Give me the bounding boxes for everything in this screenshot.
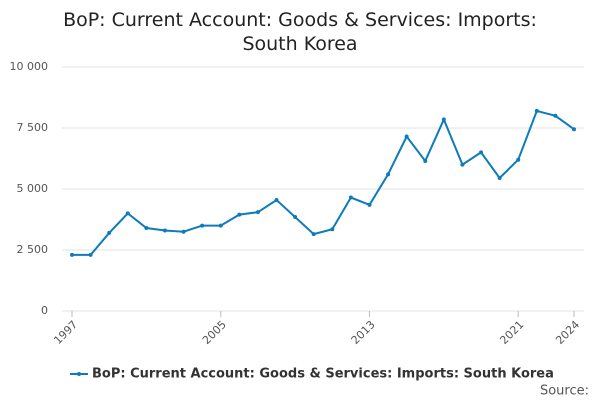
x-tick-label: 2013 — [349, 318, 378, 347]
point — [404, 134, 409, 139]
point — [125, 211, 130, 216]
point — [553, 113, 558, 118]
point — [441, 117, 446, 122]
x-tick-label: 2021 — [497, 318, 526, 347]
point — [88, 252, 93, 257]
point — [200, 223, 205, 228]
point — [572, 127, 576, 132]
point — [255, 210, 260, 215]
source-label: Source: — [540, 384, 589, 399]
point — [181, 229, 186, 234]
legend-label: BoP: Current Account: Goods & Services: … — [92, 367, 554, 382]
point — [274, 197, 279, 202]
point — [516, 157, 521, 162]
point — [330, 227, 335, 232]
point — [497, 176, 502, 181]
point — [348, 195, 353, 200]
point — [70, 252, 74, 257]
legend-swatch-dot — [77, 372, 81, 376]
point — [237, 212, 242, 217]
y-tick-label: 2 500 — [17, 243, 49, 256]
x-tick-label: 1997 — [51, 318, 80, 347]
y-tick-label: 7 500 — [17, 121, 49, 134]
point — [479, 150, 484, 155]
point — [423, 158, 428, 163]
chart-title: BoP: Current Account: Goods & Services: … — [63, 9, 537, 55]
point — [367, 202, 372, 207]
x-tick-label: 2024 — [553, 318, 582, 347]
point — [460, 162, 465, 167]
point — [293, 215, 298, 220]
point — [386, 172, 391, 177]
point — [534, 108, 539, 113]
x-tick-label: 2005 — [200, 318, 229, 347]
point — [144, 226, 149, 231]
point — [218, 223, 223, 228]
point — [162, 228, 167, 233]
y-tick-label: 5 000 — [17, 182, 49, 195]
point — [107, 230, 112, 235]
series-line — [72, 109, 575, 256]
point — [311, 232, 316, 237]
y-tick-label: 10 000 — [10, 60, 49, 73]
y-tick-label: 0 — [41, 304, 48, 317]
